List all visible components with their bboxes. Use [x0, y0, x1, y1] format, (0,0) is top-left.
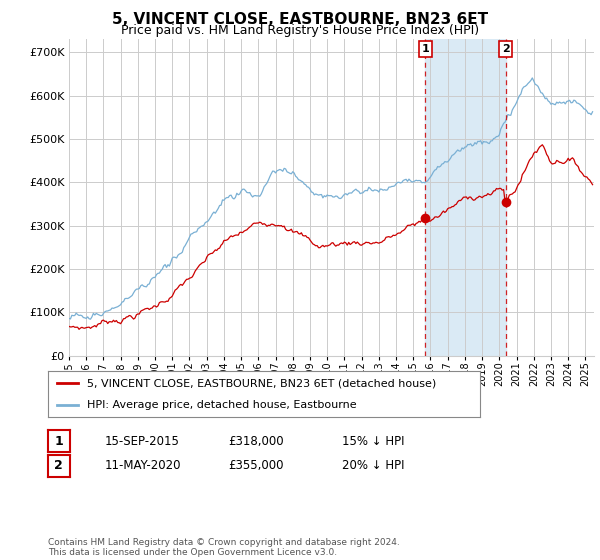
Text: 5, VINCENT CLOSE, EASTBOURNE, BN23 6ET (detached house): 5, VINCENT CLOSE, EASTBOURNE, BN23 6ET (…	[87, 378, 436, 388]
Text: 11-MAY-2020: 11-MAY-2020	[105, 459, 182, 473]
Text: 2: 2	[502, 44, 509, 54]
Text: 2: 2	[55, 459, 63, 473]
Bar	[425, 39, 506, 356]
Text: Contains HM Land Registry data © Crown copyright and database right 2024.
This d: Contains HM Land Registry data © Crown c…	[48, 538, 400, 557]
Text: 5, VINCENT CLOSE, EASTBOURNE, BN23 6ET: 5, VINCENT CLOSE, EASTBOURNE, BN23 6ET	[112, 12, 488, 27]
Text: £355,000: £355,000	[228, 459, 284, 473]
Text: 1: 1	[55, 435, 63, 448]
Text: Price paid vs. HM Land Registry's House Price Index (HPI): Price paid vs. HM Land Registry's House …	[121, 24, 479, 37]
Text: £318,000: £318,000	[228, 435, 284, 448]
Text: 15% ↓ HPI: 15% ↓ HPI	[342, 435, 404, 448]
Text: HPI: Average price, detached house, Eastbourne: HPI: Average price, detached house, East…	[87, 400, 356, 410]
Text: 15-SEP-2015: 15-SEP-2015	[105, 435, 180, 448]
Text: 20% ↓ HPI: 20% ↓ HPI	[342, 459, 404, 473]
Text: 1: 1	[422, 44, 430, 54]
